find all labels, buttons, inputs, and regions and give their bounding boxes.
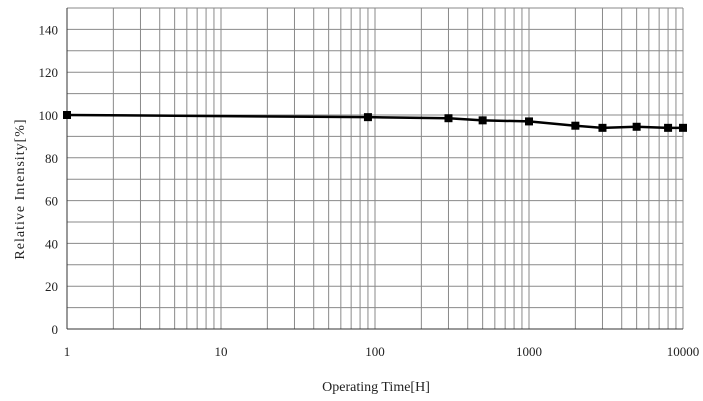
y-ticks: 0 20 40 60 80 100 120 140 <box>39 22 59 337</box>
x-ticks: 1 10 100 1000 10000 <box>64 344 700 359</box>
data-point-marker <box>632 122 641 131</box>
data-point-marker <box>363 113 372 122</box>
grid <box>66 7 684 330</box>
data-point-marker <box>598 123 607 132</box>
x-axis-label: Operating Time[H] <box>322 380 430 395</box>
data-point-marker <box>664 123 673 132</box>
y-tick-label: 0 <box>52 322 59 337</box>
x-tick-label: 10 <box>215 344 228 359</box>
y-tick-label: 140 <box>39 22 59 37</box>
axes <box>66 8 683 330</box>
series-line <box>66 113 683 130</box>
y-tick-label: 40 <box>45 236 58 251</box>
data-point-marker <box>63 111 71 119</box>
data-point-marker <box>679 123 687 132</box>
x-tick-label: 100 <box>365 344 385 359</box>
x-tick-label: 1 <box>64 344 71 359</box>
x-tick-label: 1000 <box>516 344 542 359</box>
y-tick-label: 120 <box>39 65 59 80</box>
y-tick-label: 60 <box>45 194 58 209</box>
data-point-marker <box>478 116 487 125</box>
y-tick-label: 80 <box>45 151 58 166</box>
data-point-marker <box>444 114 453 123</box>
data-point-marker <box>571 121 580 130</box>
y-axis-label: Relative Intensity[%] <box>13 118 28 259</box>
series <box>63 111 687 132</box>
y-tick-label: 20 <box>45 279 58 294</box>
data-point-marker <box>525 117 533 126</box>
x-tick-label: 10000 <box>667 344 700 359</box>
y-tick-label: 100 <box>39 108 59 123</box>
